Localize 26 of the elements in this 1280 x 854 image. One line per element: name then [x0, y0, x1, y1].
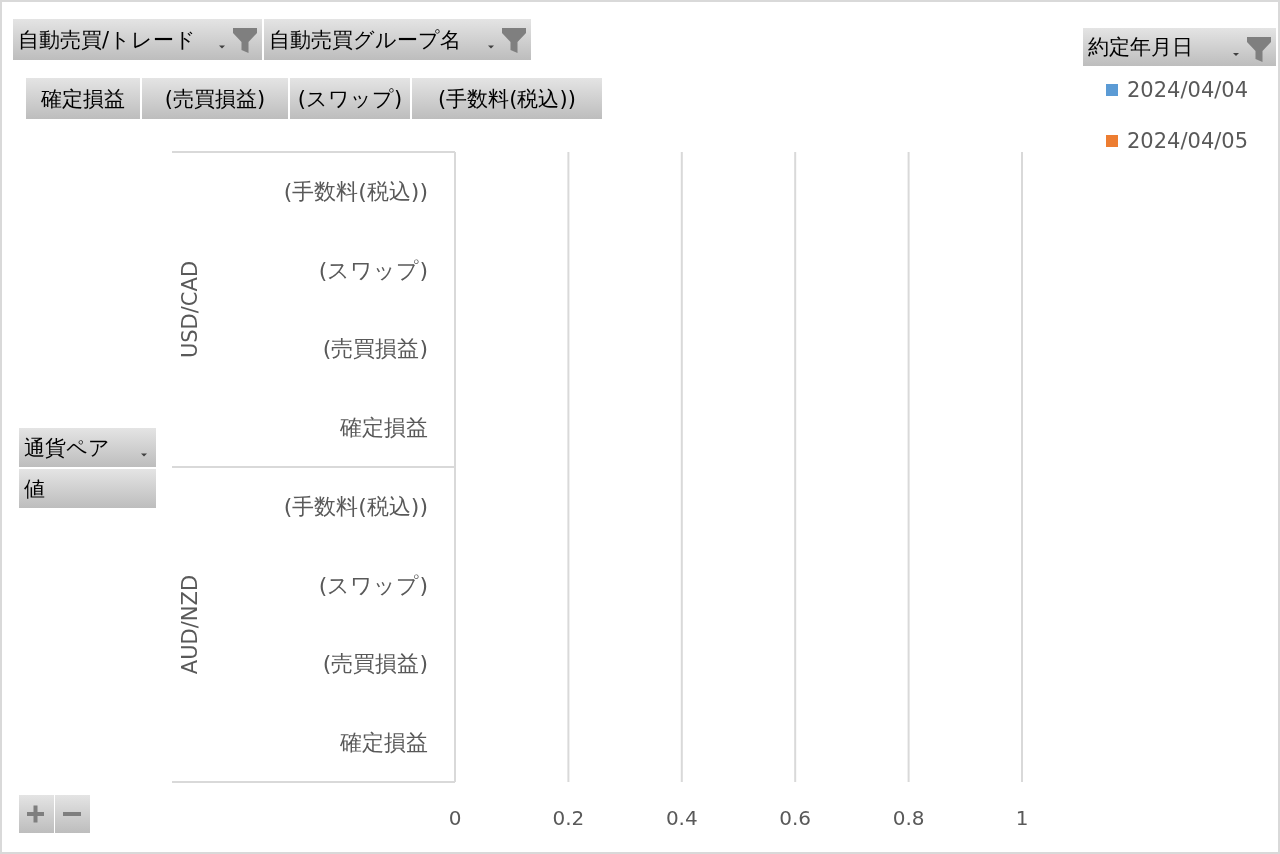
legend-title: 約定年月日 — [1088, 35, 1193, 59]
x-tick-label: 0 — [448, 806, 462, 830]
y-tick-label: (手数料(税込)) — [283, 178, 428, 204]
text: 確定損益 — [40, 86, 125, 111]
y-tick-label: (売買損益) — [322, 651, 428, 677]
x-tick-label: 0.2 — [552, 806, 585, 830]
x-tick-label: 1 — [1015, 806, 1029, 830]
text: 自動売買/トレード — [18, 27, 197, 52]
x-tick-label: 0.6 — [779, 806, 812, 830]
text: AUD/NZD — [178, 574, 202, 675]
y-tick-label: (手数料(税込)) — [283, 493, 428, 519]
text: (手数料(税込)) — [438, 86, 576, 111]
y-tick-label: (売買損益) — [322, 336, 428, 362]
y-tick-label: (スワップ) — [318, 257, 428, 283]
text: 通貨ペア — [24, 435, 110, 460]
y-tick-label: 確定損益 — [339, 730, 428, 756]
text: USD/CAD — [178, 260, 202, 359]
y-tick-label: 確定損益 — [339, 415, 428, 441]
x-tick-label: 0.8 — [892, 806, 925, 830]
text: 値 — [24, 476, 45, 501]
x-tick-label: 0.4 — [665, 806, 698, 830]
legend-label: 2024/04/05 — [1127, 129, 1249, 153]
legend-label: 2024/04/04 — [1127, 78, 1249, 102]
y-tick-label: (スワップ) — [318, 572, 428, 598]
text: (売買損益) — [164, 86, 266, 111]
text: 自動売買グループ名 — [269, 27, 461, 52]
